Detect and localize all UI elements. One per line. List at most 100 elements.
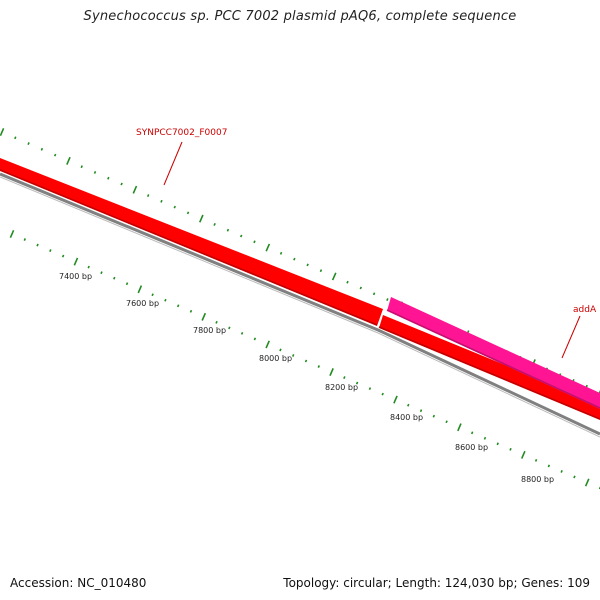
outer-ring-major-tick	[66, 156, 71, 165]
inner-ring-minor-tick	[215, 320, 218, 324]
outer-ring-minor-tick	[372, 292, 376, 296]
inner-ring-minor-tick	[317, 365, 320, 368]
inner-ring-minor-tick	[176, 304, 180, 308]
scale-label-8200: 8200 bp	[325, 383, 358, 392]
inner-ring-major-tick	[201, 312, 207, 321]
inner-ring-minor-tick	[432, 414, 436, 418]
outer-ring-major-tick	[265, 243, 271, 252]
sequence-backbone	[0, 172, 600, 436]
inner-ring-minor-tick	[509, 447, 512, 451]
inner-ring-minor-tick	[253, 337, 257, 341]
gene-adda-edge	[386, 309, 600, 409]
outer-ring-major-tick	[0, 128, 5, 136]
inner-ring-minor-tick	[547, 464, 551, 468]
inner-ring-minor-tick	[279, 348, 282, 352]
inner-ring-minor-tick	[113, 276, 116, 280]
label-leader-adda	[561, 315, 581, 359]
inner-ring-minor-tick	[292, 354, 295, 357]
gene-adda[interactable]	[387, 297, 600, 409]
inner-ring-minor-tick	[304, 359, 308, 363]
scale-label-8600: 8600 bp	[455, 443, 488, 452]
map-title: Synechococcus sp. PCC 7002 plasmid pAQ6,…	[83, 9, 517, 24]
outer-ring-minor-tick	[93, 171, 97, 174]
gene-label-adda: addA	[573, 305, 597, 315]
inner-ring-minor-tick	[61, 254, 65, 258]
outer-ring-minor-tick	[107, 176, 110, 180]
gene-label-synpcc7002-f0007: SYNPCC7002_F0007	[136, 128, 227, 138]
inner-ring-minor-tick	[407, 403, 410, 407]
outer-ring-minor-tick	[239, 234, 243, 238]
outer-ring-minor-tick	[359, 286, 363, 290]
scale-label-8000: 8000 bp	[259, 354, 292, 363]
inner-ring-major-tick	[137, 285, 143, 294]
scale-label-7400: 7400 bp	[59, 272, 92, 281]
inner-ring-minor-tick	[355, 381, 359, 385]
inner-ring-major-tick	[393, 395, 398, 404]
scale-label-8800: 8800 bp	[521, 475, 554, 484]
inner-ring-major-tick	[265, 340, 270, 349]
inner-ring-minor-tick	[560, 470, 563, 473]
inner-ring-major-tick	[73, 257, 79, 266]
inner-ring-minor-tick	[573, 475, 576, 479]
outer-ring-major-tick	[331, 272, 337, 281]
gene-synpcc7002-f0007[interactable]	[0, 158, 383, 326]
outer-ring-minor-tick	[14, 136, 17, 140]
outer-ring-minor-tick	[293, 257, 296, 261]
inner-ring-minor-tick	[381, 392, 384, 396]
inner-ring-minor-tick	[49, 249, 52, 252]
inner-ring-minor-tick	[496, 442, 499, 446]
inner-ring-minor-tick	[419, 409, 423, 413]
inner-ring-minor-tick	[445, 420, 448, 424]
inner-ring-minor-tick	[87, 265, 90, 269]
outer-ring-major-tick	[132, 185, 138, 194]
inner-ring-major-tick	[457, 423, 462, 432]
topology-summary: Topology: circular; Length: 124,030 bp; …	[283, 576, 590, 590]
inner-ring-minor-tick	[470, 431, 474, 435]
outer-ring-minor-tick	[173, 205, 176, 209]
inner-ring-minor-tick	[228, 326, 231, 330]
label-leader-synpcc7002-f0007	[163, 141, 183, 186]
inner-ring-minor-tick	[343, 376, 346, 379]
outer-ring-minor-tick	[346, 280, 349, 284]
inner-ring-minor-tick	[100, 271, 103, 275]
inner-scale-ring	[9, 230, 600, 490]
outer-ring-minor-tick	[186, 211, 190, 215]
inner-ring-minor-tick	[23, 238, 26, 241]
inner-ring-minor-tick	[164, 298, 167, 302]
outer-ring-major-tick	[199, 214, 204, 223]
scale-label-7800: 7800 bp	[193, 326, 226, 335]
outer-ring-minor-tick	[80, 165, 83, 169]
outer-ring-minor-tick	[386, 298, 389, 301]
outer-ring-minor-tick	[120, 182, 123, 186]
inner-ring-major-tick	[584, 478, 590, 487]
inner-ring-minor-tick	[36, 243, 39, 247]
outer-ring-minor-tick	[53, 153, 57, 157]
outer-ring-minor-tick	[27, 142, 30, 145]
inner-ring-minor-tick	[240, 331, 244, 335]
gene-forward-segment-edge	[378, 326, 600, 420]
inner-ring-major-tick	[520, 450, 526, 459]
accession-text: Accession: NC_010480	[10, 576, 147, 590]
outer-ring-minor-tick	[279, 251, 283, 255]
outer-ring-minor-tick	[226, 228, 230, 232]
inner-ring-minor-tick	[483, 436, 487, 440]
gene-synpcc7002-f0007-edge	[0, 169, 378, 326]
scale-label-8400: 8400 bp	[390, 413, 423, 422]
inner-ring-minor-tick	[534, 458, 538, 462]
outer-ring-minor-tick	[319, 269, 323, 273]
outer-ring-minor-tick	[40, 147, 44, 151]
inner-ring-minor-tick	[125, 282, 129, 286]
inner-ring-minor-tick	[368, 387, 372, 391]
gene-forward-segment[interactable]	[379, 315, 600, 420]
inner-ring-minor-tick	[189, 309, 193, 313]
outer-ring-minor-tick	[253, 240, 256, 244]
inner-ring-minor-tick	[151, 293, 154, 297]
outer-ring-minor-tick	[160, 199, 163, 203]
sequence-backbone-shadow	[0, 176, 600, 438]
inner-ring-major-tick	[329, 368, 334, 377]
outer-ring-minor-tick	[213, 223, 216, 226]
scale-label-7600: 7600 bp	[126, 299, 159, 308]
inner-ring-major-tick	[9, 230, 15, 238]
outer-ring-minor-tick	[146, 194, 150, 197]
